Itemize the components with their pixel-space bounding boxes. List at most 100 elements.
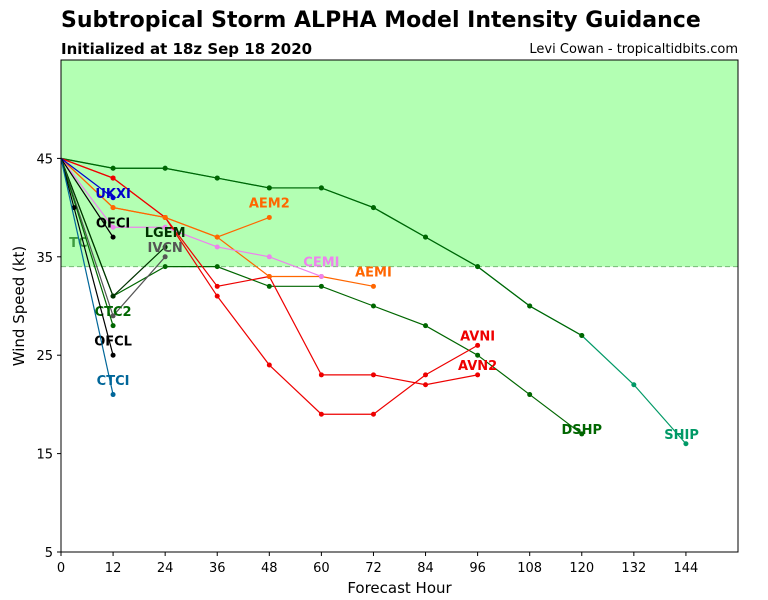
data-point	[423, 323, 429, 329]
data-point	[370, 205, 376, 211]
series-lgem: LGEM	[60, 158, 186, 299]
series-line	[60, 158, 114, 395]
data-point	[579, 333, 585, 339]
series-line	[60, 158, 114, 326]
series-label: SHIP	[664, 428, 699, 443]
series-label: AVN2	[458, 359, 497, 374]
data-point	[631, 382, 637, 388]
series-label: CEMI	[303, 256, 339, 271]
data-point	[162, 165, 168, 171]
data-point	[318, 411, 324, 417]
series-ctci: CTCI	[60, 158, 130, 398]
data-point	[579, 431, 585, 437]
x-tick-label: 36	[209, 561, 226, 576]
credit-text: Levi Cowan - tropicaltidbits.com	[529, 42, 738, 57]
data-point	[527, 303, 533, 309]
chart-title: Subtropical Storm ALPHA Model Intensity …	[61, 8, 701, 33]
series-line	[60, 157, 114, 199]
data-point	[475, 352, 481, 358]
chart-subtitle: Initialized at 18z Sep 18 2020	[61, 40, 313, 58]
series-label: AEM2	[249, 197, 290, 212]
data-point	[110, 224, 116, 230]
data-point	[162, 254, 168, 260]
x-tick-label: 84	[417, 561, 434, 576]
series-line	[60, 158, 114, 238]
data-point	[162, 244, 168, 250]
series-ofci: OFCI	[60, 158, 130, 240]
x-tick-label: 96	[469, 561, 486, 576]
series-label: OFCL	[94, 334, 132, 349]
data-point	[266, 273, 272, 279]
data-point	[527, 392, 533, 398]
data-point	[266, 283, 272, 289]
data-point	[683, 441, 689, 447]
y-tick-label: 25	[36, 349, 53, 364]
data-point	[162, 224, 168, 230]
y-tick-label: 5	[45, 546, 53, 561]
x-tick-label: 24	[157, 561, 174, 576]
series-ofcl: OFCL	[60, 158, 132, 358]
y-tick-label: 15	[36, 448, 53, 463]
data-point	[110, 323, 116, 329]
data-point	[110, 234, 116, 240]
data-point	[423, 234, 429, 240]
data-point	[370, 372, 376, 378]
data-point	[370, 283, 376, 289]
tropical-storm-shading	[61, 60, 738, 267]
data-point	[266, 362, 272, 368]
data-point	[110, 313, 116, 319]
data-point	[214, 175, 220, 181]
series-aem2: AEM2	[60, 157, 290, 240]
data-point	[110, 392, 116, 398]
series-label: IVCN	[147, 241, 182, 256]
x-tick-label: 12	[105, 561, 122, 576]
x-tick-label: 0	[57, 561, 65, 576]
axes-layer: 0 12 24 36 48 60 72 84 96 108 120 132 144 5 15 25 35 45	[36, 152, 698, 576]
y-tick-label: 35	[36, 251, 53, 266]
data-point	[370, 411, 376, 417]
series-label: AVNI	[460, 330, 495, 345]
data-point	[318, 372, 324, 378]
data-point	[110, 352, 116, 358]
data-point	[214, 283, 220, 289]
series-label: CTCI	[97, 374, 130, 389]
data-point	[475, 372, 481, 378]
series-line	[60, 158, 322, 278]
plot-frame	[60, 59, 739, 553]
data-point	[162, 264, 168, 270]
data-point	[110, 165, 116, 171]
series-cemi: CEMI	[60, 158, 339, 279]
data-point	[475, 342, 481, 348]
series-label: CTC2	[95, 305, 132, 320]
data-point	[266, 185, 272, 191]
data-point	[266, 214, 272, 220]
data-point	[110, 175, 116, 181]
series-label: UKXI	[95, 187, 131, 202]
data-point	[318, 283, 324, 289]
y-axis-label: Wind Speed (kt)	[10, 246, 28, 367]
x-tick-label: 48	[261, 561, 278, 576]
series-ctc2: CTC2	[60, 158, 132, 329]
series-ivcn: IVCN	[60, 158, 183, 319]
x-axis-label: Forecast Hour	[347, 579, 452, 597]
data-point	[71, 205, 77, 211]
x-tick-label: 144	[674, 561, 699, 576]
series-dshp: DSHP	[60, 157, 602, 438]
series-label: AEMI	[355, 266, 392, 281]
x-tick-label: 108	[517, 561, 542, 576]
series-ukxi: UKXI	[60, 157, 131, 202]
data-point	[423, 372, 429, 378]
x-tick-label: 120	[569, 561, 594, 576]
series-label: LGEM	[145, 226, 186, 241]
x-tick-label: 60	[313, 561, 330, 576]
data-point	[266, 254, 272, 260]
data-point	[214, 264, 220, 270]
data-point	[475, 264, 481, 270]
data-point	[162, 214, 168, 220]
data-point	[110, 195, 116, 201]
data-point	[423, 382, 429, 388]
data-point	[318, 185, 324, 191]
x-tick-label: 72	[365, 561, 382, 576]
data-point	[214, 244, 220, 250]
